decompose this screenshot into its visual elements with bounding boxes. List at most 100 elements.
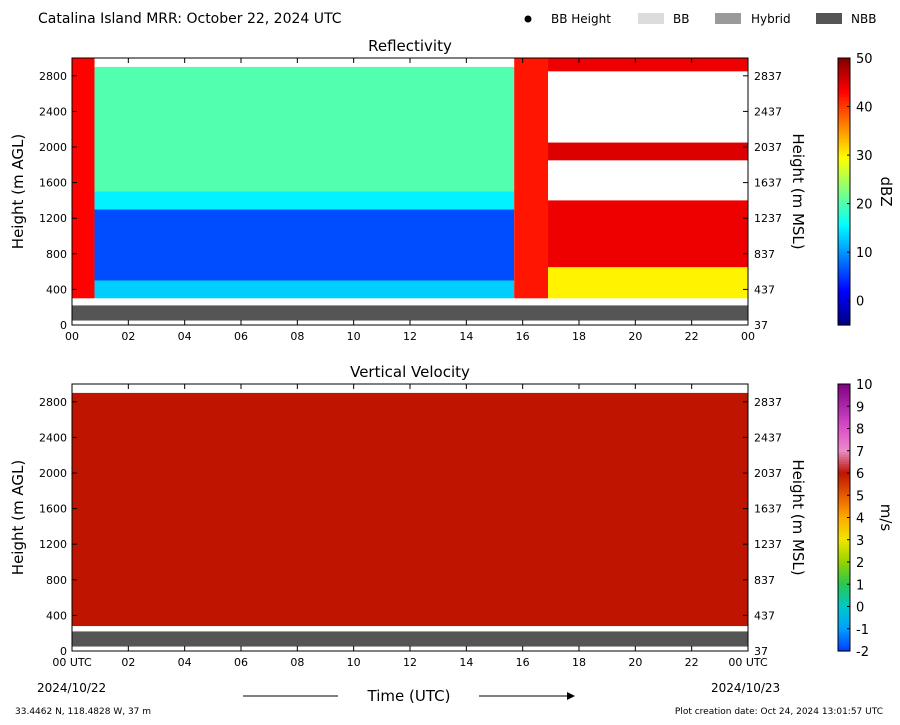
y2-tick-label: 1637	[754, 503, 782, 516]
colorbar-tick-label: 50	[856, 52, 873, 67]
colorbar-cell	[838, 566, 850, 570]
colorbar-tick-label: 5	[856, 489, 864, 504]
colorbar-cell	[838, 293, 850, 297]
colorbar-cell	[838, 174, 850, 178]
colorbar-cell	[838, 286, 850, 290]
colorbar-cell	[838, 266, 850, 270]
colorbar-cell	[838, 507, 850, 511]
colorbar-cell	[838, 626, 850, 630]
legend-label-nbb: NBB	[851, 12, 876, 26]
colorbar-cell	[838, 322, 850, 326]
colorbar-label: m/s	[877, 504, 895, 532]
colorbar-cell	[838, 121, 850, 125]
colorbar-cell	[838, 164, 850, 168]
colorbar-cell	[838, 636, 850, 640]
colorbar-cell	[838, 135, 850, 139]
colorbar-cell	[838, 142, 850, 146]
y-tick-label: 1600	[39, 177, 67, 190]
x-tick-label: 16	[516, 656, 530, 669]
colorbar-cell	[838, 483, 850, 487]
y2-tick-label: 437	[754, 609, 775, 622]
location-text: 33.4462 N, 118.4828 W, 37 m	[15, 707, 151, 717]
colorbar-cell	[838, 629, 850, 633]
colorbar-cell	[838, 386, 850, 390]
colorbar-cell	[838, 305, 850, 309]
creation-date-text: Plot creation date: Oct 24, 2024 13:01:5…	[675, 707, 883, 717]
colorbar-cell	[838, 442, 850, 446]
colorbar-cell	[838, 172, 850, 176]
x-tick-label: 02	[121, 656, 135, 669]
colorbar-tick-label: 3	[856, 534, 864, 549]
y-tick-label: 800	[46, 248, 67, 261]
colorbar-cell	[838, 138, 850, 142]
colorbar-tick-label: 1	[856, 578, 864, 593]
colorbar-cell	[838, 278, 850, 282]
colorbar-cell	[838, 227, 850, 231]
colorbar-cell	[838, 261, 850, 265]
colorbar-cell	[838, 125, 850, 129]
colorbar-cell	[838, 439, 850, 443]
colorbar-cell	[838, 252, 850, 256]
y2-axis-label: Height (m MSL)	[789, 459, 807, 575]
colorbar-cell	[838, 257, 850, 261]
x-tick-label: 00 UTC	[52, 656, 92, 669]
y-tick-label: 2400	[39, 431, 67, 444]
y2-axis-label: Height (m MSL)	[789, 133, 807, 249]
colorbar-cell	[838, 427, 850, 431]
colorbar-cell	[838, 641, 850, 645]
colorbar-cell	[838, 162, 850, 166]
x-tick-label: 22	[685, 330, 699, 343]
y-tick-label: 2800	[39, 396, 67, 409]
y-tick-label: 1600	[39, 503, 67, 516]
data-region-2	[94, 209, 515, 281]
colorbar-cell	[838, 104, 850, 108]
colorbar-cell	[838, 79, 850, 83]
y2-tick-label: 2837	[754, 70, 782, 83]
colorbar-cell	[838, 288, 850, 292]
colorbar-cell	[838, 157, 850, 161]
colorbar-tick-label: 0	[856, 295, 864, 310]
colorbar-cell	[838, 201, 850, 205]
colorbar-cell	[838, 490, 850, 494]
colorbar-cell	[838, 430, 850, 434]
colorbar-cell	[838, 271, 850, 275]
colorbar-cell	[838, 203, 850, 207]
colorbar-cell	[838, 230, 850, 234]
colorbar-cell	[838, 464, 850, 468]
time-arrow-head	[567, 692, 575, 700]
figure-legend: BB Height BB Hybrid NBB	[524, 12, 876, 26]
colorbar-cell	[838, 315, 850, 319]
colorbar-cell	[838, 130, 850, 134]
colorbar-cell	[838, 310, 850, 314]
colorbar-cell	[838, 223, 850, 227]
plot-area	[72, 384, 748, 651]
colorbar-cell	[838, 534, 850, 538]
legend-label-hybrid: Hybrid	[751, 12, 791, 26]
colorbar-cell	[838, 573, 850, 577]
colorbar-cell	[838, 152, 850, 156]
colorbar-tick-label: 2	[856, 556, 864, 571]
colorbar-cell	[838, 300, 850, 304]
data-region-9	[548, 58, 748, 72]
y-tick-label: 2000	[39, 467, 67, 480]
colorbar-cell	[838, 396, 850, 400]
colorbar-cell	[838, 308, 850, 312]
panel-title: Reflectivity	[368, 37, 452, 55]
colorbar-cell	[838, 587, 850, 591]
colorbar-cell	[838, 176, 850, 180]
colorbar-cell	[838, 113, 850, 117]
colorbar-cell	[838, 493, 850, 497]
colorbar-cell	[838, 193, 850, 197]
colorbar-tick-label: 4	[856, 512, 864, 527]
colorbar-cell	[838, 546, 850, 550]
colorbar-frame	[837, 57, 851, 326]
colorbar-cell	[838, 259, 850, 263]
colorbar-cell	[838, 498, 850, 502]
legend-swatch-hybrid	[715, 13, 741, 24]
colorbar-cell	[838, 179, 850, 183]
colorbar-cell	[838, 111, 850, 115]
colorbar-cell	[838, 425, 850, 429]
colorbar-cell	[838, 393, 850, 397]
y2-tick-label: 2037	[754, 141, 782, 154]
